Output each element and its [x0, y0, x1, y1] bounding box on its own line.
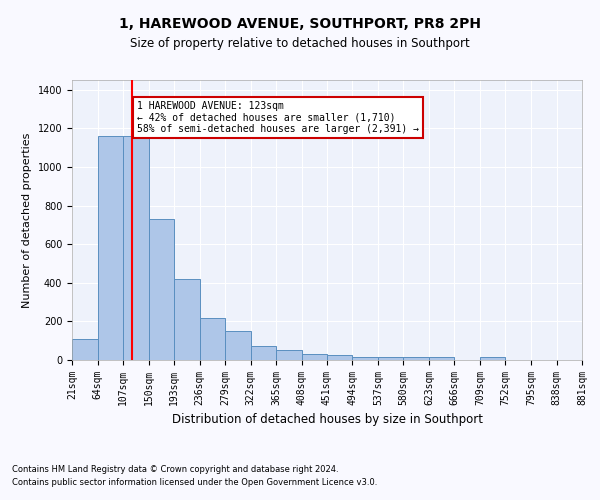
Text: Contains HM Land Registry data © Crown copyright and database right 2024.: Contains HM Land Registry data © Crown c… [12, 466, 338, 474]
Bar [276, 350, 302, 360]
Bar [149, 219, 174, 360]
Bar [429, 357, 455, 360]
Bar [480, 357, 505, 360]
Bar [199, 318, 225, 360]
Bar [123, 136, 149, 360]
Text: Contains public sector information licensed under the Open Government Licence v3: Contains public sector information licen… [12, 478, 377, 487]
Text: 1, HAREWOOD AVENUE, SOUTHPORT, PR8 2PH: 1, HAREWOOD AVENUE, SOUTHPORT, PR8 2PH [119, 18, 481, 32]
Text: 1 HAREWOOD AVENUE: 123sqm
← 42% of detached houses are smaller (1,710)
58% of se: 1 HAREWOOD AVENUE: 123sqm ← 42% of detac… [137, 101, 419, 134]
Text: Size of property relative to detached houses in Southport: Size of property relative to detached ho… [130, 38, 470, 51]
Bar [403, 357, 429, 360]
Y-axis label: Number of detached properties: Number of detached properties [22, 132, 32, 308]
Bar [174, 279, 199, 360]
Bar [225, 331, 251, 360]
Bar [72, 340, 97, 360]
Bar [97, 136, 123, 360]
Bar [352, 356, 378, 360]
Bar [251, 346, 276, 360]
Bar [302, 354, 327, 360]
Bar [378, 357, 403, 360]
Bar [327, 355, 352, 360]
X-axis label: Distribution of detached houses by size in Southport: Distribution of detached houses by size … [172, 414, 482, 426]
